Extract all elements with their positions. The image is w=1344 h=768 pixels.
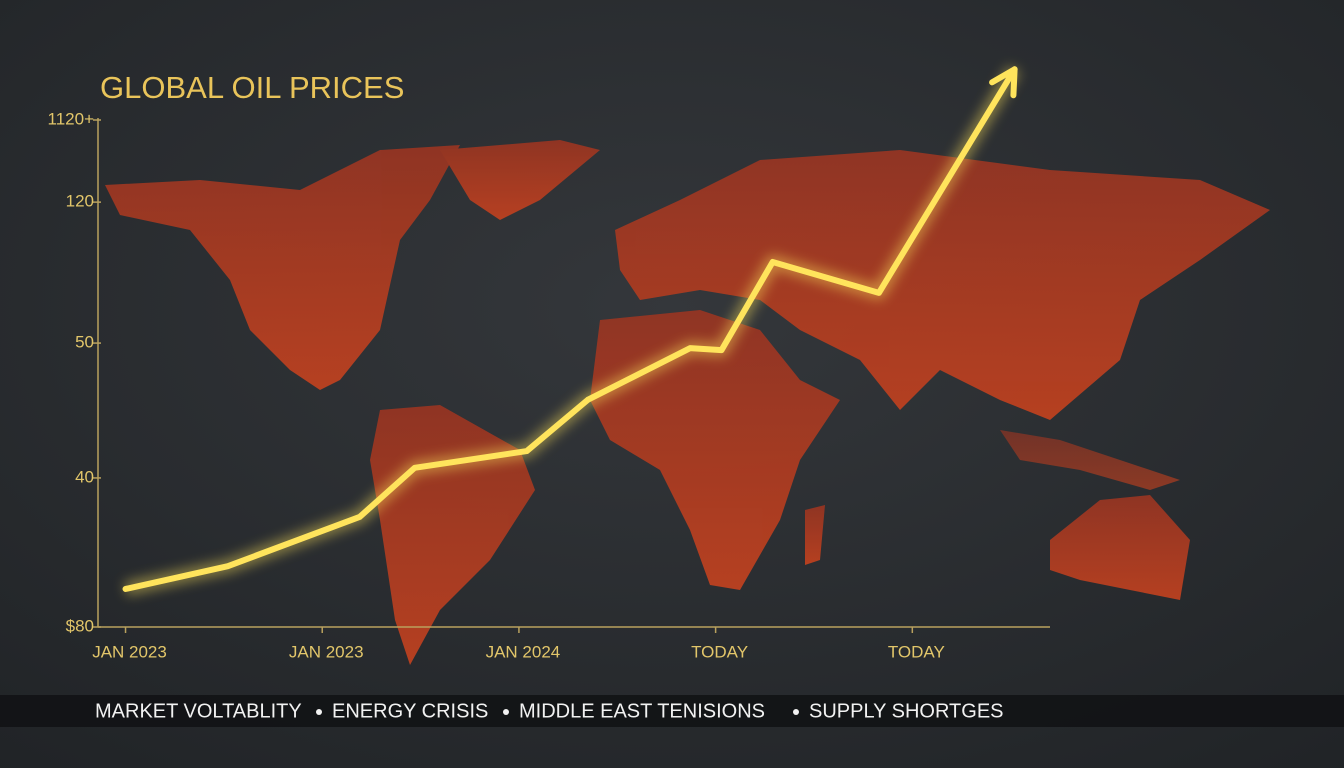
x-tick-label: TODAY [888,642,945,661]
price-line [122,66,1018,592]
ticker-item: MIDDLE EAST TENISIONS [519,700,765,722]
world-map [105,140,1270,665]
ticker-band [0,695,1344,727]
ticker-item: SUPPLY SHORTGES [809,700,1004,722]
x-tick-label: JAN 2023 [289,642,364,661]
chart-title: GLOBAL OIL PRICES [100,70,404,105]
ticker-bullets [316,709,799,715]
arrow-head [989,66,1018,99]
ticker-item: MARKET VOLTABLITY [95,700,302,722]
y-tick-label: 120 [66,192,94,211]
x-tick-label: TODAY [691,642,748,661]
x-tick-label: JAN 2024 [486,642,561,661]
ticker-item: ENERGY CRISIS [332,700,488,722]
y-tick-label: $80 [66,616,94,635]
x-tick-label: JAN 2023 [92,642,167,661]
y-tick-label: 50 [75,333,94,352]
y-tick-label: 1120+ [48,109,95,128]
y-tick-label: 40 [75,467,94,486]
